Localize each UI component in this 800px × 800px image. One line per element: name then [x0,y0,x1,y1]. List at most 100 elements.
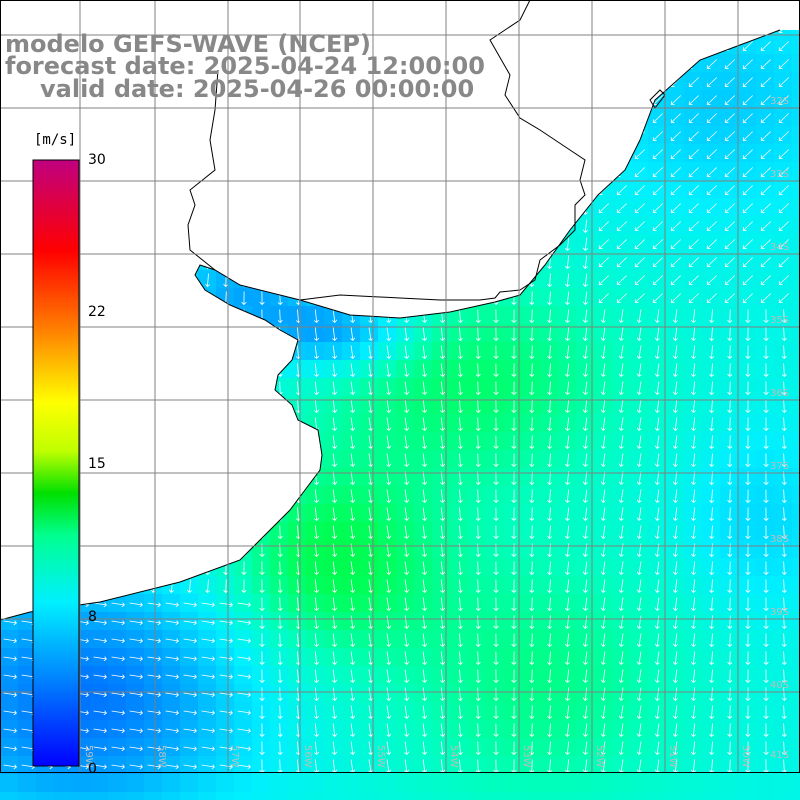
speed-cell [162,198,181,217]
arrow-icon [441,129,442,143]
speed-cell [594,288,613,307]
arrow-icon [189,309,190,323]
arrow-icon [617,30,627,33]
speed-cell [162,126,181,145]
speed-cell [126,522,145,541]
speed-cell [306,774,325,793]
arrow-icon [567,201,568,215]
speed-cell [252,288,271,307]
speed-cell [702,306,721,325]
speed-cell [630,684,649,703]
speed-cell [774,234,793,253]
arrow-icon [743,167,753,177]
speed-cell [0,414,19,433]
arrow-icon [707,203,717,213]
speed-cell [162,162,181,181]
speed-cell [324,738,343,757]
speed-cell [522,270,541,289]
speed-cell [522,54,541,73]
speed-cell [738,216,757,235]
speed-cell [630,774,649,793]
speed-cell [378,396,397,415]
speed-cell [252,0,271,19]
speed-cell [558,342,577,361]
speed-cell [18,738,37,757]
arrow-icon [761,221,771,231]
arrow-icon [599,149,609,159]
speed-cell [216,612,235,631]
arrow-icon [653,77,663,87]
arrow-icon [441,183,442,197]
speed-cell [702,612,721,631]
arrow-icon [81,183,83,197]
speed-cell [414,432,433,451]
speed-cell [324,594,343,613]
arrow-icon [351,201,353,215]
speed-cell [198,738,217,757]
speed-cell [306,486,325,505]
speed-cell [180,162,199,181]
speed-cell [72,774,91,793]
speed-cell [306,126,325,145]
arrow-icon [135,273,137,287]
arrow-icon [423,4,425,17]
speed-cell [324,702,343,721]
speed-cell [522,738,541,757]
speed-cell [558,774,577,793]
arrow-icon [99,201,101,215]
speed-cell [774,594,793,613]
speed-cell [378,774,397,793]
speed-cell [198,198,217,217]
speed-cell [126,270,145,289]
speed-cell [594,450,613,469]
speed-cell [540,612,559,631]
arrow-icon [117,129,119,143]
speed-cell [306,468,325,487]
arrow-icon [280,345,281,359]
arrow-icon [189,453,190,467]
arrow-icon [28,327,29,341]
speed-cell [630,72,649,91]
arrow-icon [333,111,335,125]
speed-cell [702,180,721,199]
speed-cell [594,198,613,217]
speed-cell [666,36,685,55]
arrow-icon [226,309,227,323]
speed-cell [720,378,739,397]
speed-cell [666,630,685,649]
speed-cell [306,540,325,559]
speed-cell [360,162,379,181]
arrow-icon [743,185,753,195]
arrow-icon [171,471,173,485]
speed-cell [0,666,19,685]
speed-cell [612,108,631,127]
speed-cell [378,576,397,595]
speed-cell [144,144,163,163]
arrow-icon [707,30,717,33]
speed-cell [432,360,451,379]
speed-cell [648,540,667,559]
speed-cell [324,468,343,487]
speed-cell [216,198,235,217]
speed-cell [234,648,253,667]
speed-cell [504,90,523,109]
speed-cell [252,126,271,145]
speed-cell [522,540,541,559]
arrow-icon [28,435,29,449]
arrow-icon [280,111,281,125]
speed-cell [432,126,451,145]
speed-cell [756,432,775,451]
speed-cell [360,198,379,217]
speed-cell [612,72,631,91]
arrow-icon [478,111,479,125]
speed-cell [396,432,415,451]
speed-cell [792,288,800,307]
speed-cell [252,666,271,685]
speed-cell [126,630,145,649]
speed-cell [126,126,145,145]
speed-cell [378,504,397,523]
arrow-icon [653,6,662,15]
arrow-icon [226,525,227,539]
speed-cell [342,0,361,19]
speed-cell [90,684,109,703]
